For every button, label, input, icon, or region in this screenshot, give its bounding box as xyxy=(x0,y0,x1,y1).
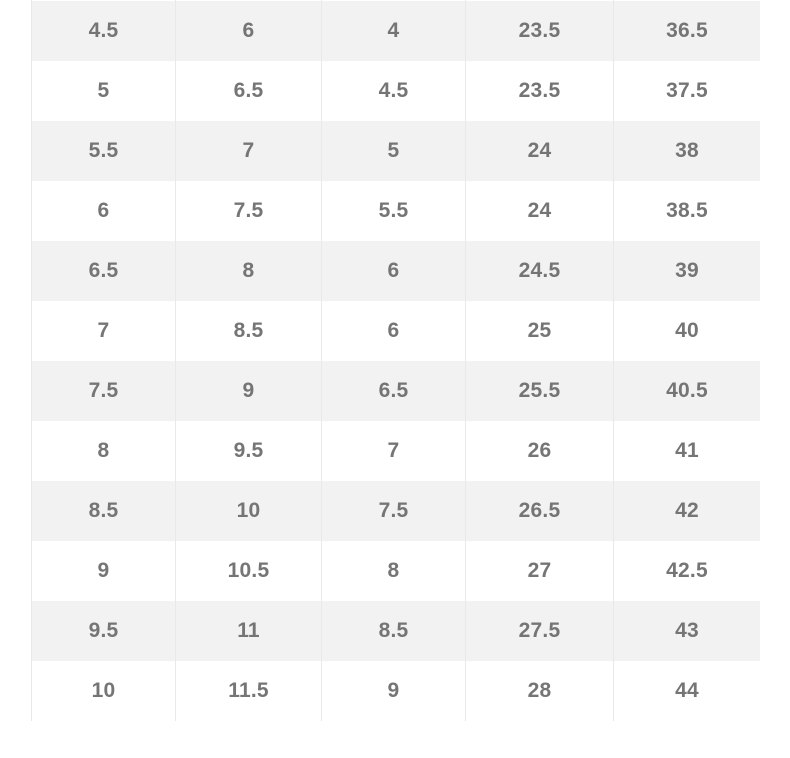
table-cell: 11 xyxy=(175,601,322,661)
table-cell: 5 xyxy=(31,61,176,121)
table-cell: 27 xyxy=(465,541,614,601)
table-cell: 6 xyxy=(321,301,466,361)
table-cell: 37.5 xyxy=(666,79,708,102)
table-cell: 7.5 xyxy=(31,361,176,421)
table-cell: 9 xyxy=(321,661,466,721)
table-cell: 3.5 xyxy=(321,0,466,1)
table-cell: 6.5 xyxy=(31,241,176,301)
table-cell: 5.5 xyxy=(321,181,466,241)
table-scroll-viewport[interactable]: 45.53.523364.56423.536.556.54.523.537.55… xyxy=(31,0,760,758)
table-cell: 40.5 xyxy=(666,379,708,402)
table-cell: 4.5 xyxy=(31,1,176,61)
table-cell: 8.5 xyxy=(321,601,466,661)
shoe-size-conversion-table: 45.53.523364.56423.536.556.54.523.537.55… xyxy=(31,0,760,721)
table-cell: 4 xyxy=(321,1,466,61)
table-row: 8.5 10 7.5 26.5 42 xyxy=(31,481,760,541)
table-cell: 40 xyxy=(675,319,699,342)
table-cell: 39 xyxy=(675,259,699,282)
table-cell: 23 xyxy=(465,0,614,1)
table-cell: 38.5 xyxy=(666,199,708,222)
table-cell: 27.5 xyxy=(465,601,614,661)
table-cell: 26 xyxy=(465,421,614,481)
table-row: 6 7.5 5.5 24 38.5 xyxy=(31,181,760,241)
table-cell: 28 xyxy=(465,661,614,721)
table-cell: 26.5 xyxy=(465,481,614,541)
table-cell: 5 xyxy=(321,121,466,181)
table-row: 10 11.5 9 28 44 xyxy=(31,661,760,721)
table-cell: 8 xyxy=(175,241,322,301)
table-cell: 6.5 xyxy=(175,61,322,121)
table-row: 5.5 7 5 24 38 xyxy=(31,121,760,181)
table-cell: 10 xyxy=(31,661,176,721)
table-cell: 23.5 xyxy=(465,61,614,121)
table-cell: 42 xyxy=(675,499,699,522)
table-cell: 9 xyxy=(31,541,176,601)
table-cell: 6.5 xyxy=(321,361,466,421)
table-row: 6.5 8 6 24.5 39 xyxy=(31,241,760,301)
table-cell: 4 xyxy=(31,0,176,1)
table-cell: 4.5 xyxy=(321,61,466,121)
table-cell: 43 xyxy=(675,619,699,642)
table-cell: 41 xyxy=(675,439,699,462)
table-row: 7 8.5 6 25 40 xyxy=(31,301,760,361)
table-cell: 5.5 xyxy=(175,0,322,1)
table-cell: 44 xyxy=(675,679,699,702)
table-cell: 8.5 xyxy=(31,481,176,541)
table-cell: 8.5 xyxy=(175,301,322,361)
table-cell: 24 xyxy=(465,121,614,181)
table-cell: 24 xyxy=(465,181,614,241)
table-row: 4.5 6 4 23.5 36.5 xyxy=(31,1,760,61)
table-cell: 7 xyxy=(31,301,176,361)
table-cell: 9 xyxy=(175,361,322,421)
table-cell: 10 xyxy=(175,481,322,541)
table-cell: 7 xyxy=(175,121,322,181)
table-body: 45.53.523364.56423.536.556.54.523.537.55… xyxy=(31,0,760,721)
table-cell: 11.5 xyxy=(175,661,322,721)
table-cell: 38 xyxy=(675,139,699,162)
table-cell: 7 xyxy=(321,421,466,481)
table-cell: 5.5 xyxy=(31,121,176,181)
table-cell: 7.5 xyxy=(175,181,322,241)
table-row: 9.5 11 8.5 27.5 43 xyxy=(31,601,760,661)
table-cell: 36.5 xyxy=(666,19,708,42)
table-row: 5 6.5 4.5 23.5 37.5 xyxy=(31,61,760,121)
table-cell: 10.5 xyxy=(175,541,322,601)
table-cell: 8 xyxy=(321,541,466,601)
table-cell: 8 xyxy=(31,421,176,481)
table-cell: 9.5 xyxy=(175,421,322,481)
table-cell: 23.5 xyxy=(465,1,614,61)
table-cell: 9.5 xyxy=(31,601,176,661)
table-row: 7.5 9 6.5 25.5 40.5 xyxy=(31,361,760,421)
table-row: 9 10.5 8 27 42.5 xyxy=(31,541,760,601)
table-row: 45.53.52336 xyxy=(31,0,760,1)
table-row: 8 9.5 7 26 41 xyxy=(31,421,760,481)
table-cell: 24.5 xyxy=(465,241,614,301)
table-cell: 6 xyxy=(31,181,176,241)
table-cell: 42.5 xyxy=(666,559,708,582)
table-cell: 25 xyxy=(465,301,614,361)
table-cell: 6 xyxy=(321,241,466,301)
table-cell: 7.5 xyxy=(321,481,466,541)
table-cell: 25.5 xyxy=(465,361,614,421)
table-cell: 6 xyxy=(175,1,322,61)
